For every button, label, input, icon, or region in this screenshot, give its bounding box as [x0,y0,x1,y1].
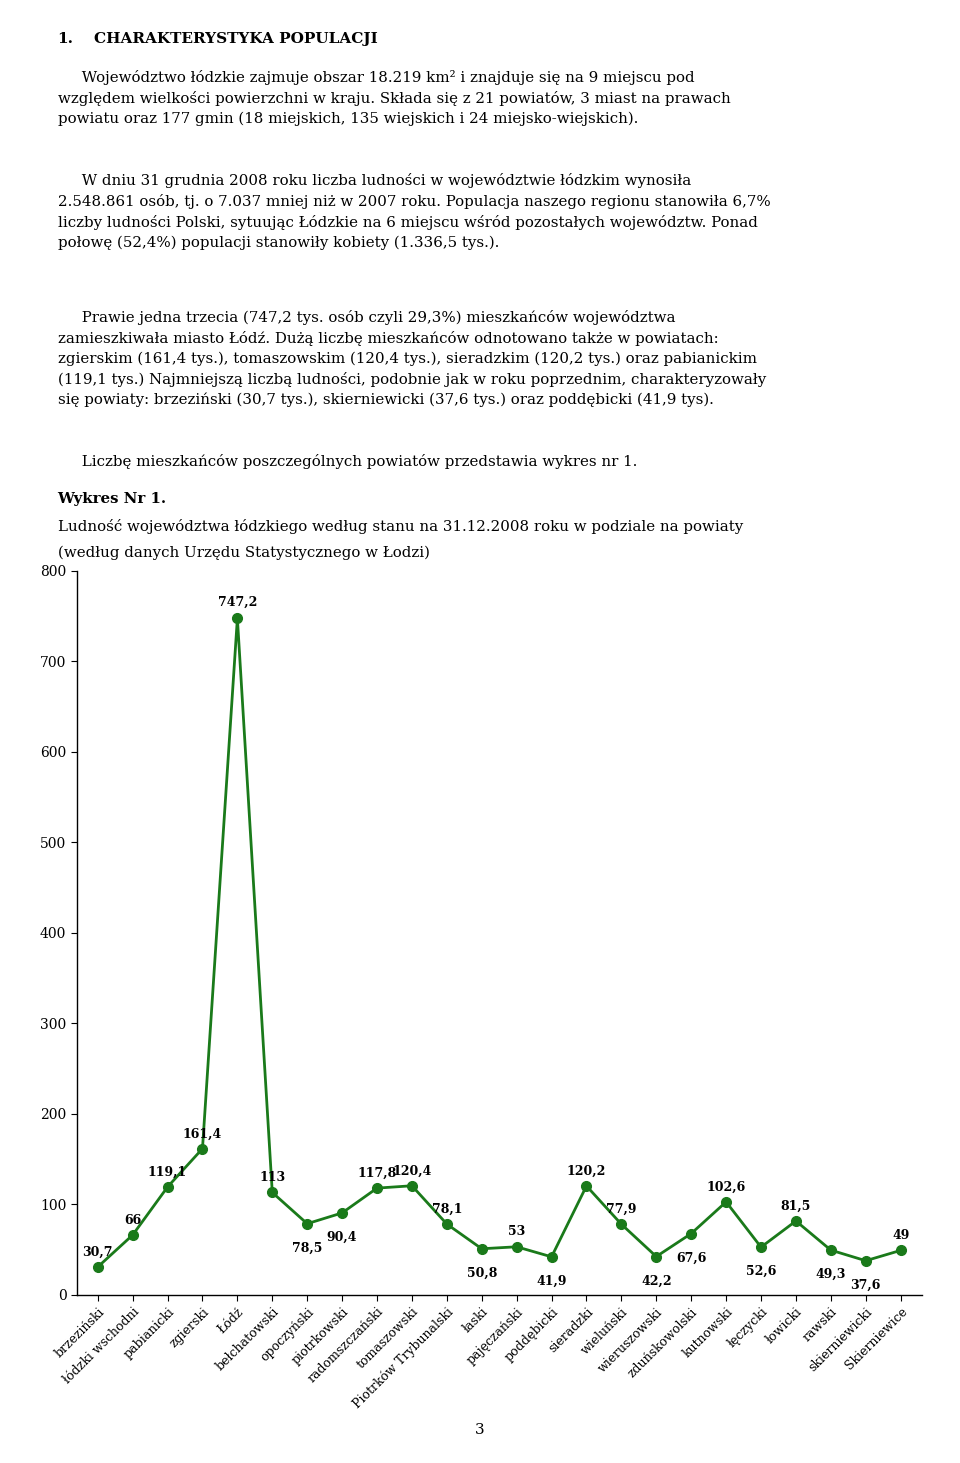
Text: 113: 113 [259,1170,285,1184]
Text: 90,4: 90,4 [326,1230,357,1244]
Text: Ludność województwa łódzkiego według stanu na 31.12.2008 roku w podziale na powi: Ludność województwa łódzkiego według sta… [58,519,743,534]
Text: 52,6: 52,6 [746,1265,777,1279]
Text: 161,4: 161,4 [182,1128,222,1140]
Text: 3: 3 [475,1422,485,1437]
Text: 102,6: 102,6 [707,1181,746,1194]
Text: 120,2: 120,2 [566,1165,606,1178]
Text: 78,1: 78,1 [432,1203,462,1216]
Text: 49,3: 49,3 [816,1268,846,1282]
Text: 50,8: 50,8 [467,1267,497,1280]
Text: (według danych Urzędu Statystycznego w Łodzi): (według danych Urzędu Statystycznego w Ł… [58,546,429,560]
Text: 66: 66 [124,1214,141,1226]
Text: 42,2: 42,2 [641,1274,672,1287]
Text: Województwo łódzkie zajmuje obszar 18.219 km² i znajduje się na 9 miejscu pod
wz: Województwo łódzkie zajmuje obszar 18.21… [58,70,731,126]
Text: 41,9: 41,9 [537,1274,566,1287]
Text: 1.: 1. [58,32,74,47]
Text: 53: 53 [508,1226,525,1239]
Text: 747,2: 747,2 [218,595,257,609]
Text: 37,6: 37,6 [851,1279,881,1292]
Text: CHARAKTERYSTYKA POPULACJI: CHARAKTERYSTYKA POPULACJI [94,32,378,47]
Text: 49: 49 [892,1229,909,1242]
Text: W dniu 31 grudnia 2008 roku liczba ludności w województwie łódzkim wynosiła
2.54: W dniu 31 grudnia 2008 roku liczba ludno… [58,173,770,250]
Text: 119,1: 119,1 [148,1166,187,1179]
Text: 117,8: 117,8 [357,1167,396,1179]
Text: 78,5: 78,5 [292,1242,323,1255]
Text: 120,4: 120,4 [393,1165,432,1178]
Text: 30,7: 30,7 [83,1245,113,1258]
Text: Wykres Nr 1.: Wykres Nr 1. [58,492,167,506]
Text: 77,9: 77,9 [606,1203,636,1216]
Text: 67,6: 67,6 [676,1252,707,1264]
Text: Liczbę mieszkańców poszczególnych powiatów przedstawia wykres nr 1.: Liczbę mieszkańców poszczególnych powiat… [58,454,637,468]
Text: Prawie jedna trzecia (747,2 tys. osób czyli 29,3%) mieszkańców województwa
zamie: Prawie jedna trzecia (747,2 tys. osób cz… [58,310,766,408]
Text: 81,5: 81,5 [780,1200,811,1213]
